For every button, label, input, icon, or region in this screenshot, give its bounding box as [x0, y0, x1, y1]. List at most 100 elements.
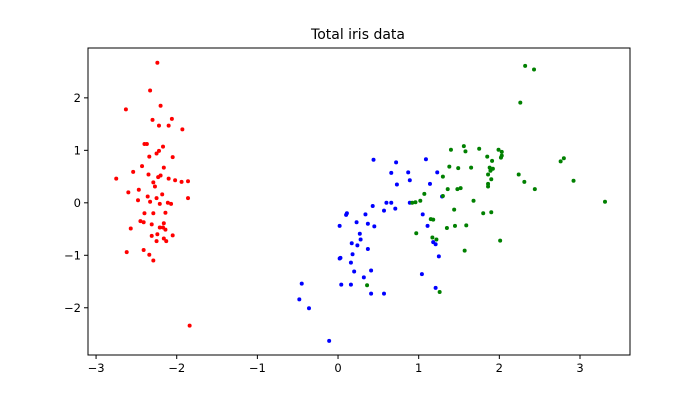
data-point-series-1-47: [297, 297, 302, 302]
data-point-series-0-35: [136, 198, 141, 203]
data-point-series-2-2: [518, 100, 523, 105]
data-point-series-0-5: [169, 116, 174, 121]
data-point-series-0-11: [161, 144, 166, 149]
data-point-series-2-44: [452, 223, 457, 228]
data-point-series-0-7: [166, 123, 171, 128]
data-point-series-1-23: [372, 224, 377, 229]
data-point-series-0-0: [155, 60, 160, 65]
data-point-series-2-54: [437, 290, 442, 295]
data-point-series-2-7: [496, 147, 501, 152]
data-point-series-2-14: [558, 159, 563, 164]
data-point-series-2-16: [456, 166, 461, 171]
data-point-series-0-27: [152, 184, 157, 189]
data-point-series-2-49: [430, 235, 435, 240]
data-point-series-1-4: [389, 170, 394, 175]
data-point-series-0-26: [151, 180, 156, 185]
data-point-series-2-35: [471, 198, 476, 203]
data-point-series-2-39: [603, 199, 607, 204]
data-point-series-1-24: [425, 223, 430, 228]
data-point-series-0-40: [142, 211, 147, 216]
data-point-series-0-48: [157, 225, 162, 230]
data-point-series-1-27: [349, 241, 354, 246]
data-point-series-0-8: [180, 127, 185, 132]
data-point-series-1-49: [327, 338, 332, 343]
y-tick-label: −1: [64, 248, 81, 262]
data-point-series-1-12: [384, 200, 389, 205]
data-point-series-1-0: [371, 157, 376, 162]
data-point-series-2-8: [499, 149, 504, 154]
data-point-series-2-38: [410, 200, 415, 205]
data-point-series-2-3: [461, 144, 466, 149]
data-point-series-1-35: [348, 260, 353, 265]
data-point-series-2-28: [571, 178, 576, 183]
data-point-series-0-16: [140, 164, 145, 169]
data-point-series-0-13: [154, 151, 159, 156]
data-point-series-1-43: [348, 282, 353, 287]
data-point-series-0-29: [136, 187, 141, 192]
data-point-series-1-41: [299, 281, 304, 286]
data-point-series-2-53: [365, 283, 370, 288]
data-point-series-0-39: [169, 201, 174, 206]
data-point-series-1-31: [433, 242, 438, 247]
data-point-series-0-52: [170, 233, 175, 238]
data-point-series-0-45: [149, 222, 154, 227]
data-point-series-0-25: [114, 176, 119, 181]
data-point-series-2-29: [458, 186, 463, 191]
data-point-series-1-40: [361, 275, 366, 280]
data-point-series-2-27: [522, 179, 527, 184]
data-point-series-0-61: [187, 323, 192, 328]
data-point-series-1-15: [370, 203, 375, 208]
data-point-series-0-31: [160, 192, 165, 197]
data-point-series-2-22: [516, 172, 521, 177]
data-point-series-2-15: [447, 164, 452, 169]
ticks-layer: −3 −2 −1 0 1 2 3 −2 −1 0 1 2: [64, 91, 584, 375]
data-point-series-2-36: [418, 198, 423, 203]
data-point-series-0-2: [123, 107, 128, 112]
data-point-series-2-51: [498, 238, 503, 243]
data-point-series-1-22: [365, 221, 370, 226]
data-point-series-2-23: [440, 174, 445, 179]
data-point-series-2-41: [489, 210, 494, 215]
data-point-series-1-21: [354, 220, 359, 225]
data-point-series-0-57: [141, 248, 146, 253]
data-point-series-1-19: [344, 212, 349, 217]
data-point-series-1-7: [427, 181, 432, 186]
data-point-series-1-20: [337, 223, 342, 228]
data-point-series-0-43: [138, 219, 143, 224]
data-point-series-2-1: [532, 67, 537, 72]
data-point-series-2-34: [440, 193, 445, 198]
data-point-series-1-34: [337, 256, 342, 261]
data-point-series-0-36: [148, 199, 153, 204]
data-point-series-2-6: [463, 149, 468, 154]
data-point-series-2-43: [464, 223, 469, 228]
plot-area-frame: [87, 47, 631, 356]
data-point-series-1-3: [423, 157, 428, 162]
data-point-series-2-33: [422, 191, 427, 196]
data-point-series-0-53: [149, 233, 154, 238]
x-tick-label: 0: [334, 361, 341, 375]
data-point-series-0-24: [179, 179, 184, 184]
data-point-series-0-10: [142, 142, 147, 147]
data-point-series-2-24: [489, 177, 494, 182]
data-point-series-1-11: [389, 200, 394, 205]
data-point-series-0-50: [163, 227, 168, 232]
data-point-series-1-42: [339, 282, 344, 287]
data-point-series-0-56: [164, 239, 169, 244]
data-point-series-0-20: [156, 175, 161, 180]
x-tick-label: 2: [496, 361, 503, 375]
data-point-series-0-44: [141, 220, 146, 225]
data-point-series-0-18: [146, 172, 151, 177]
data-point-series-0-32: [145, 194, 150, 199]
data-point-series-0-55: [154, 239, 159, 244]
data-point-series-1-38: [369, 268, 374, 273]
data-point-series-1-37: [352, 269, 357, 274]
data-point-series-1-45: [382, 291, 386, 296]
x-tick-label: −1: [249, 361, 266, 375]
data-point-series-2-30: [455, 187, 460, 192]
data-point-series-0-14: [147, 154, 152, 159]
y-tick-label: 1: [74, 143, 81, 157]
data-point-series-0-30: [126, 190, 131, 195]
data-point-series-2-20: [488, 168, 493, 173]
chart-title: Total iris data: [310, 27, 405, 43]
